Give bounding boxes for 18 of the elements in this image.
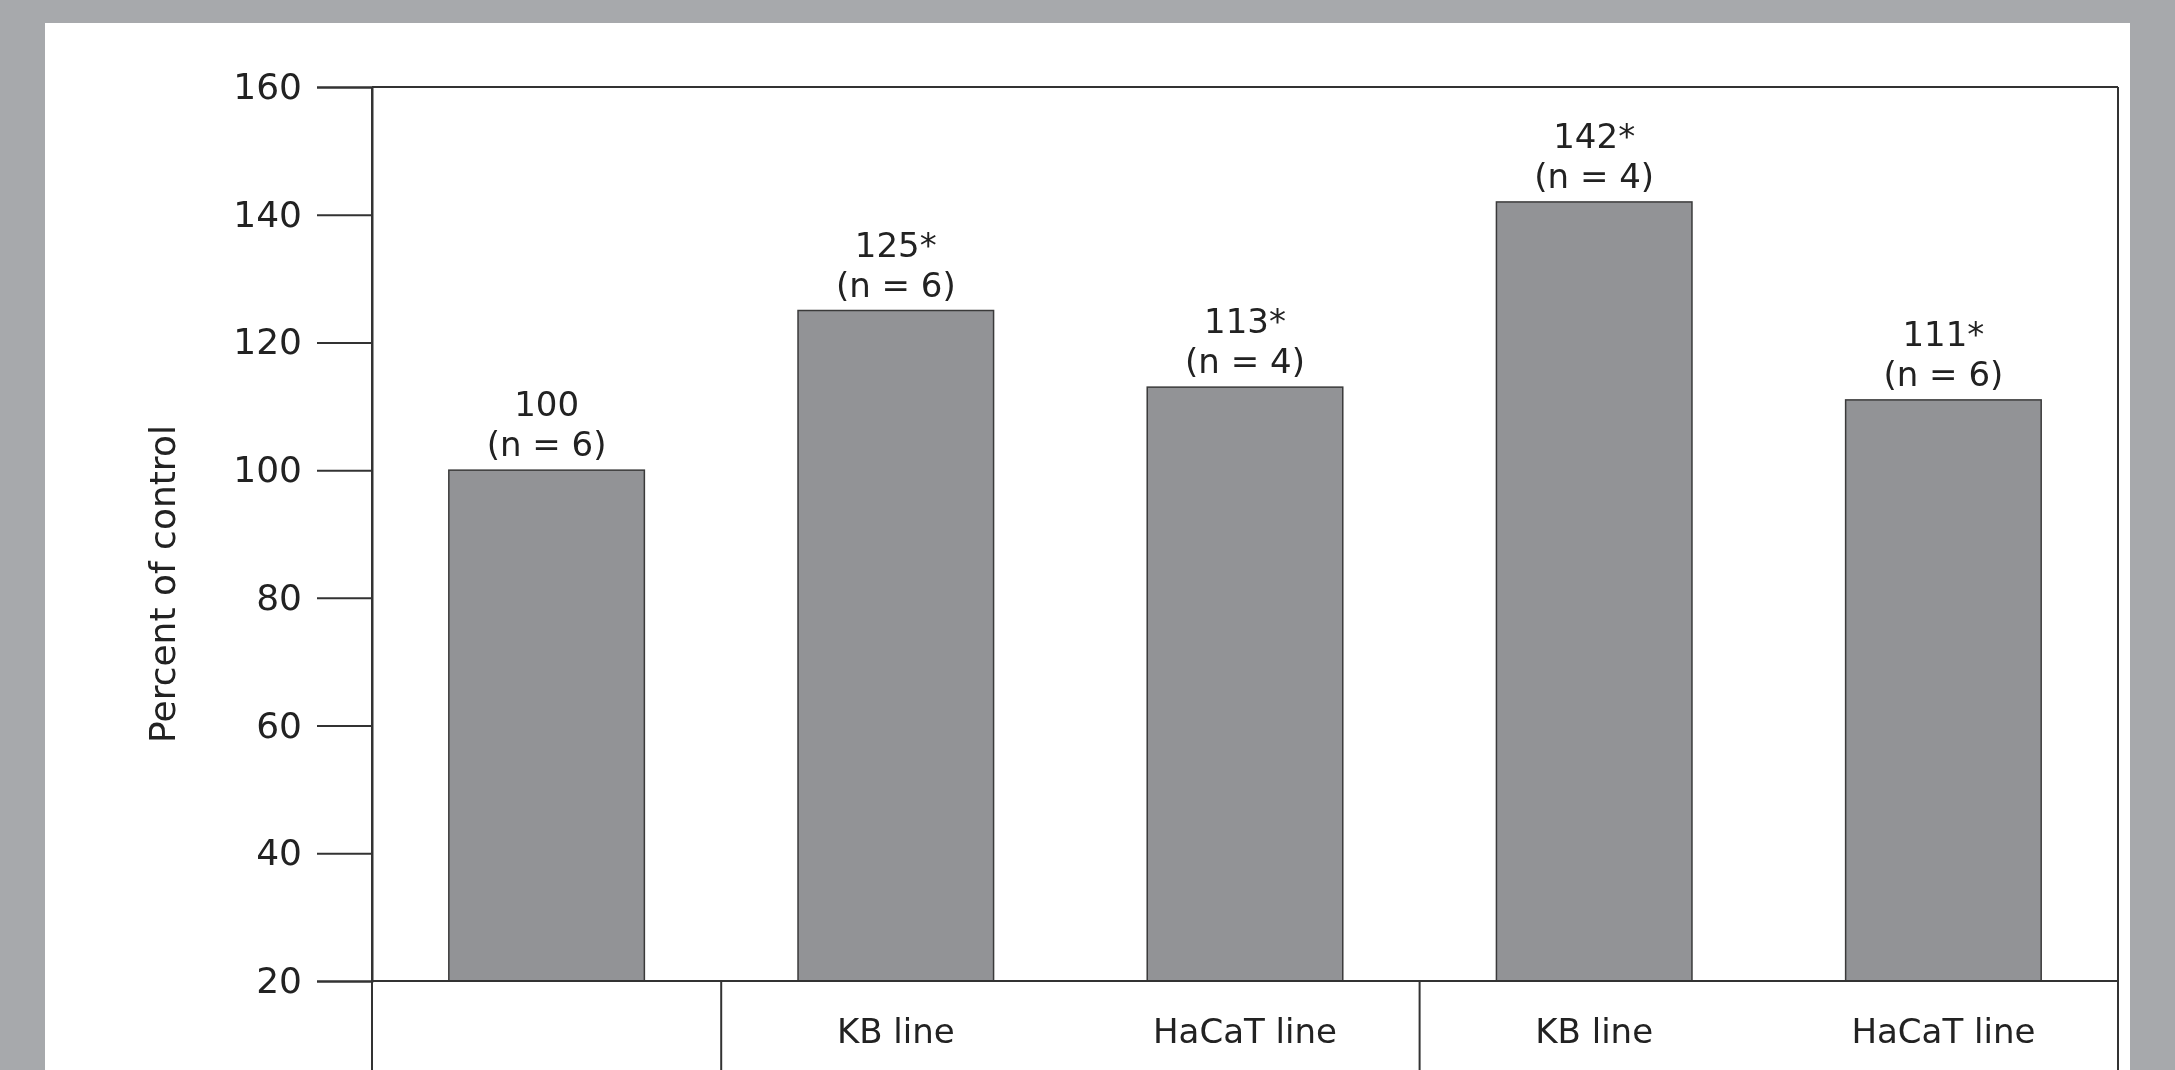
y-tick-label: 40 <box>256 832 302 874</box>
x-tick-label: KB line <box>1535 1010 1654 1051</box>
y-tick-label: 20 <box>256 960 302 1002</box>
y-tick-label: 100 <box>233 449 302 491</box>
y-tick-label: 160 <box>233 66 302 108</box>
y-tick-label: 120 <box>233 321 302 363</box>
data-label: 111* (n = 6) <box>1883 313 2004 394</box>
data-label: 142* (n = 4) <box>1534 115 1655 196</box>
y-tick-label: 140 <box>233 193 302 235</box>
x-tick-label: KB line <box>836 1010 955 1051</box>
y-tick-label: 60 <box>256 704 302 746</box>
y-axis-title: Percent of control <box>142 425 183 743</box>
data-label: 100 (n = 6) <box>486 384 607 465</box>
x-tick-label: HaCaT line <box>1153 1010 1337 1051</box>
y-tick-label: 80 <box>256 576 302 618</box>
data-label: 113* (n = 4) <box>1185 301 1305 382</box>
x-tick-label: HaCaT line <box>1851 1010 2036 1051</box>
data-label: 125* (n = 6) <box>835 224 956 305</box>
